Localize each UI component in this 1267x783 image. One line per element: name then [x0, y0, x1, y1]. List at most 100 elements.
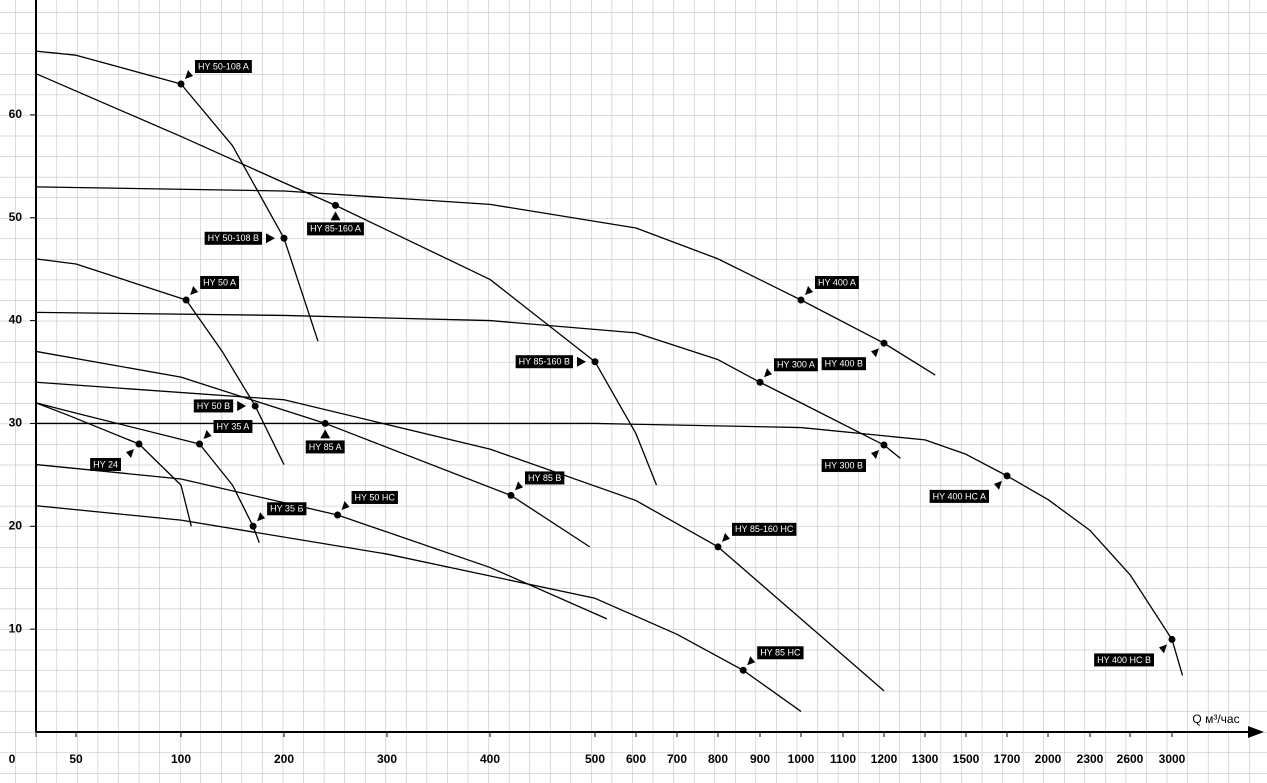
- label-box: [821, 357, 866, 371]
- x-tick-label: 400: [480, 752, 500, 766]
- point: [1168, 635, 1176, 643]
- curve-label: HY 50-108 A: [198, 61, 249, 71]
- point: [321, 419, 329, 427]
- point: [591, 358, 599, 366]
- curve-label: HY 400 HC A: [933, 491, 986, 501]
- x-axis-arrow: [1248, 726, 1264, 738]
- curve: [35, 381, 885, 692]
- curve: [35, 258, 285, 465]
- label-pointer: [747, 656, 756, 666]
- label-pointer: [1159, 644, 1167, 654]
- label-box: [204, 231, 262, 245]
- label-box: [305, 440, 345, 454]
- curve: [35, 186, 936, 376]
- curve-label: HY 85 B: [528, 473, 561, 483]
- x-tick-label: 1500: [953, 752, 980, 766]
- label-box: [525, 471, 565, 485]
- point: [334, 511, 342, 519]
- curve-label: HY 85 HC: [760, 648, 801, 658]
- point: [135, 440, 143, 448]
- point: [280, 234, 288, 242]
- label-pointer: [237, 400, 247, 411]
- label-box: [193, 399, 234, 413]
- x-tick-label: 2000: [1035, 752, 1062, 766]
- x-tick-label: 1200: [871, 752, 898, 766]
- x-tick-label: 100: [171, 752, 191, 766]
- label-box: [90, 458, 121, 471]
- curve-label: HY 300 A: [777, 360, 815, 370]
- x-tick-label: 50: [69, 752, 83, 766]
- point: [797, 296, 805, 304]
- curve: [35, 73, 658, 486]
- y-tick-label: 30: [9, 416, 23, 430]
- label-box: [1094, 653, 1154, 667]
- x-tick-label: 200: [274, 752, 294, 766]
- label-pointer: [330, 211, 341, 221]
- point: [880, 339, 888, 347]
- x-tick-label: 1000: [788, 752, 815, 766]
- label-box: [213, 420, 253, 433]
- curve-label: HY 85-160 B: [519, 357, 570, 367]
- curve-label: HY 300 B: [825, 460, 863, 470]
- label-pointer: [994, 480, 1002, 490]
- label-pointer: [257, 512, 266, 522]
- x-tick-label: 500: [585, 752, 605, 766]
- x-tick-label: 300: [377, 752, 397, 766]
- y-tick-label: 40: [9, 313, 23, 327]
- point: [507, 491, 515, 499]
- curve-label: HY 50 B: [197, 401, 230, 411]
- label-box: [200, 276, 240, 289]
- curve-label: HY 85 A: [309, 442, 342, 452]
- label-box: [307, 222, 364, 236]
- point: [739, 666, 747, 674]
- label-pointer: [871, 450, 879, 460]
- x-tick-label: 3000: [1159, 752, 1186, 766]
- curve-label: HY 400 A: [818, 277, 856, 287]
- label-box: [757, 646, 804, 660]
- label-pointer: [805, 286, 813, 295]
- x-tick-label: 700: [667, 752, 687, 766]
- curve-label: HY 50-108 B: [208, 233, 259, 243]
- x-axis-label: Q м³/час: [1192, 712, 1239, 726]
- x-tick-label: 0: [9, 752, 16, 766]
- x-tick-label: 2300: [1077, 752, 1104, 766]
- x-tick-label: 2600: [1117, 752, 1144, 766]
- x-tick-label: 800: [708, 752, 728, 766]
- label-pointer: [722, 532, 730, 542]
- curve-label: HY 50 HC: [355, 492, 396, 502]
- label-box: [815, 276, 859, 289]
- curve-label: HY 85-160 HC: [735, 524, 794, 534]
- y-tick-label: 10: [9, 621, 23, 635]
- label-pointer: [871, 348, 879, 358]
- label-pointer: [203, 430, 212, 439]
- curve: [35, 311, 901, 459]
- x-tick-label: 1300: [912, 752, 939, 766]
- label-pointer: [515, 481, 523, 491]
- label-box: [195, 60, 252, 73]
- curve-label: HY 35 A: [217, 421, 250, 431]
- label-box: [774, 358, 818, 372]
- point: [1003, 472, 1011, 480]
- point: [332, 201, 339, 209]
- curve-label: HY 35 B: [270, 504, 303, 514]
- label-pointer: [320, 429, 331, 439]
- curve-label: HY 400 B: [825, 359, 863, 369]
- curve: [35, 50, 319, 342]
- point: [196, 440, 204, 448]
- x-tick-label: 1100: [830, 752, 856, 766]
- label-pointer: [126, 449, 134, 458]
- y-tick-label: 50: [9, 210, 23, 224]
- curve-label: HY 50 A: [203, 277, 236, 287]
- point: [756, 378, 764, 386]
- label-pointer: [190, 286, 199, 295]
- point: [880, 441, 888, 449]
- y-tick-label: 20: [9, 518, 23, 532]
- point: [251, 402, 259, 410]
- label-box: [821, 459, 866, 473]
- curve-label: HY 400 HC B: [1097, 655, 1151, 665]
- point: [182, 296, 190, 304]
- x-tick-label: 600: [626, 752, 646, 766]
- x-tick-label: 1700: [994, 752, 1021, 766]
- label-box: [351, 490, 398, 504]
